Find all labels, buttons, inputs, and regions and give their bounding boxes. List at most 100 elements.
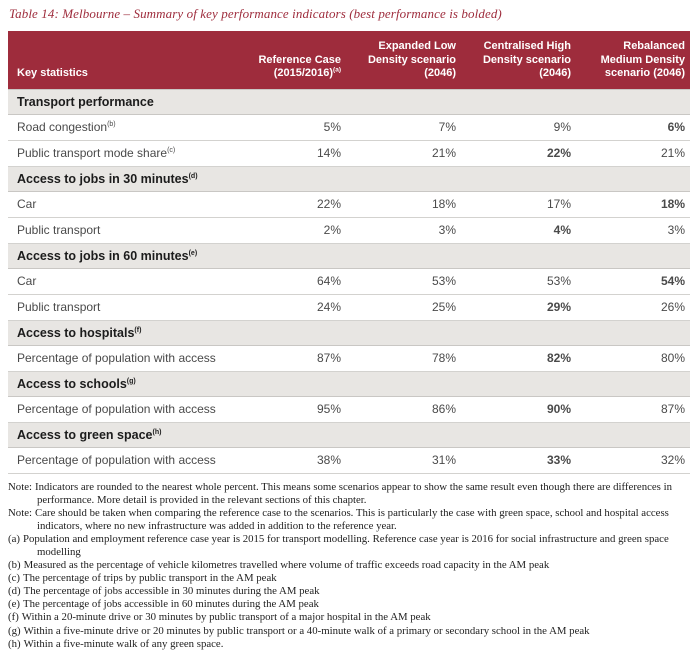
footnote-marker: (e) xyxy=(188,249,198,257)
note-label: (a) xyxy=(8,532,20,545)
cell-value-best: 6% xyxy=(576,114,690,141)
table-row: Car 64% 53% 53% 54% xyxy=(8,268,690,295)
col-header-expanded-low: Expanded Low Density scenario (2046) xyxy=(346,31,461,89)
cell-value-best: 82% xyxy=(461,345,576,372)
cell-value: 9% xyxy=(461,114,576,141)
cell-value: 22% xyxy=(240,191,346,218)
section-header-row: Access to schools(g) xyxy=(8,370,690,397)
section-title-transport-performance: Transport performance xyxy=(8,88,690,115)
cell-value: 95% xyxy=(240,396,346,423)
cell-value: 18% xyxy=(346,191,461,218)
cell-value: 17% xyxy=(461,191,576,218)
note-label: Note: xyxy=(8,506,32,519)
row-label: Percentage of population with access xyxy=(8,447,240,474)
section-title-hospitals: Access to hospitals(f) xyxy=(8,319,690,346)
footnote-marker: (d) xyxy=(188,172,198,180)
cell-value: 2% xyxy=(240,217,346,244)
table-row: Road congestion(b) 5% 7% 9% 6% xyxy=(8,114,690,141)
row-label: Public transport xyxy=(8,294,240,321)
col-header-centralised-high: Centralised High Density scenario (2046) xyxy=(461,31,576,89)
footnote-marker: (g) xyxy=(126,377,136,385)
section-header-row: Transport performance xyxy=(8,88,690,115)
cell-value: 3% xyxy=(346,217,461,244)
cell-value: 53% xyxy=(461,268,576,295)
section-title-schools: Access to schools(g) xyxy=(8,370,690,397)
note-label: Note: xyxy=(8,480,32,493)
cell-value-best: 22% xyxy=(461,140,576,167)
note-label: (b) xyxy=(8,559,21,572)
row-label: Public transport xyxy=(8,217,240,244)
note-line: Note: Care should be taken when comparing… xyxy=(8,506,669,532)
cell-value: 32% xyxy=(576,447,690,474)
note-line: (h) Within a five-minute walk of any gree… xyxy=(8,637,224,650)
section-header-row: Access to hospitals(f) xyxy=(8,319,690,346)
col-header-reference-case: Reference Case (2015/2016)(a) xyxy=(240,31,346,89)
cell-value: 64% xyxy=(240,268,346,295)
section-title-green-space: Access to green space(h) xyxy=(8,421,690,448)
cell-value: 25% xyxy=(346,294,461,321)
footnote-marker: (c) xyxy=(167,146,176,154)
cell-value: 3% xyxy=(576,217,690,244)
cell-value-best: 90% xyxy=(461,396,576,423)
cell-value-best: 4% xyxy=(461,217,576,244)
section-header-row: Access to jobs in 30 minutes(d) xyxy=(8,165,690,192)
table-row: Percentage of population with access 95%… xyxy=(8,396,690,423)
cell-value: 14% xyxy=(240,140,346,167)
note-line: (d) The percentage of jobs accessible in … xyxy=(8,585,320,598)
note-line: (f) Within a 20-minute drive or 30 minute… xyxy=(8,611,431,624)
footnote-marker: (b) xyxy=(107,120,116,128)
footnotes: Note: Indicators are rounded to the neare… xyxy=(8,474,690,651)
cell-value-best: 33% xyxy=(461,447,576,474)
cell-value: 87% xyxy=(240,345,346,372)
footnote-marker: (a) xyxy=(333,66,341,74)
row-label: Percentage of population with access xyxy=(8,396,240,423)
section-title-jobs-30-minutes: Access to jobs in 30 minutes(d) xyxy=(8,165,690,192)
note-line: Note: Indicators are rounded to the neare… xyxy=(8,480,672,506)
col-header-key-statistics: Key statistics xyxy=(8,31,240,89)
table-header-row: Key statistics Reference Case (2015/2016… xyxy=(8,31,690,89)
note-line: (a) Population and employment reference c… xyxy=(8,532,669,558)
cell-value: 80% xyxy=(576,345,690,372)
cell-value: 26% xyxy=(576,294,690,321)
note-line: (g) Within a five-minute drive or 20 minu… xyxy=(8,624,590,637)
row-label: Car xyxy=(8,268,240,295)
note-label: (d) xyxy=(8,585,21,598)
cell-value: 86% xyxy=(346,396,461,423)
cell-value: 21% xyxy=(346,140,461,167)
section-header-row: Access to green space(h) xyxy=(8,421,690,448)
table-row: Percentage of population with access 87%… xyxy=(8,345,690,372)
table-caption: Table 14: Melbourne – Summary of key per… xyxy=(9,6,502,21)
cell-value: 38% xyxy=(240,447,346,474)
footnote-marker: (h) xyxy=(152,428,162,436)
cell-value-best: 54% xyxy=(576,268,690,295)
note-label: (c) xyxy=(8,572,20,585)
cell-value: 53% xyxy=(346,268,461,295)
row-label: Car xyxy=(8,191,240,218)
row-label: Percentage of population with access xyxy=(8,345,240,372)
cell-value-best: 29% xyxy=(461,294,576,321)
cell-value: 78% xyxy=(346,345,461,372)
note-label: (h) xyxy=(8,637,21,650)
note-line: (e) The percentage of jobs accessible in … xyxy=(8,598,319,611)
col-header-rebalanced-medium: Rebalanced Medium Density scenario (2046… xyxy=(576,31,690,89)
note-label: (g) xyxy=(8,624,21,637)
note-label: (f) xyxy=(8,611,19,624)
row-label: Public transport mode share(c) xyxy=(8,140,240,167)
cell-value: 87% xyxy=(576,396,690,423)
kpi-table: Key statistics Reference Case (2015/2016… xyxy=(8,31,690,474)
cell-value: 21% xyxy=(576,140,690,167)
table-row: Public transport 2% 3% 4% 3% xyxy=(8,217,690,244)
note-label: (e) xyxy=(8,598,20,611)
cell-value: 31% xyxy=(346,447,461,474)
cell-value: 5% xyxy=(240,114,346,141)
section-title-jobs-60-minutes: Access to jobs in 60 minutes(e) xyxy=(8,242,690,269)
row-label: Road congestion(b) xyxy=(8,114,240,141)
table-row: Percentage of population with access 38%… xyxy=(8,447,690,474)
section-header-row: Access to jobs in 60 minutes(e) xyxy=(8,242,690,269)
table-row: Public transport mode share(c) 14% 21% 2… xyxy=(8,140,690,167)
note-line: (c) The percentage of trips by public tra… xyxy=(8,572,277,585)
table-row: Car 22% 18% 17% 18% xyxy=(8,191,690,218)
footnote-marker: (f) xyxy=(134,326,142,334)
cell-value-best: 18% xyxy=(576,191,690,218)
